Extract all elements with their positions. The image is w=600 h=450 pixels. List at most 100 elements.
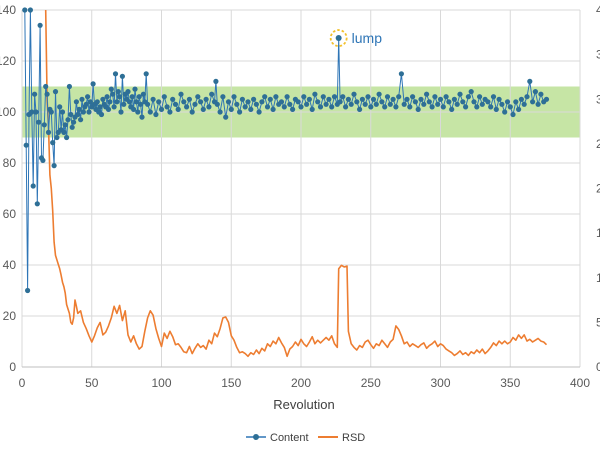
content-point — [117, 94, 123, 100]
content-point — [140, 91, 146, 97]
content-point — [382, 104, 388, 110]
y-tick-label: 0 — [9, 360, 16, 374]
content-point — [189, 109, 195, 115]
content-point — [100, 96, 106, 102]
content-point — [273, 94, 279, 100]
content-point — [357, 106, 363, 112]
content-point — [76, 106, 82, 112]
content-point — [396, 94, 402, 100]
content-point — [323, 101, 329, 107]
content-point — [538, 91, 544, 97]
content-point — [75, 111, 81, 118]
lump-point — [335, 35, 342, 42]
content-point — [253, 101, 259, 107]
content-point — [281, 104, 287, 110]
content-point — [407, 104, 413, 110]
content-point — [45, 129, 52, 135]
content-point — [424, 91, 430, 97]
content-point — [206, 104, 212, 110]
content-point — [398, 71, 404, 77]
content-point — [184, 104, 190, 110]
legend: Content RSD — [246, 432, 365, 444]
content-point — [463, 104, 469, 110]
content-point — [454, 101, 460, 107]
content-point — [348, 101, 354, 107]
content-point — [86, 109, 92, 115]
content-point — [111, 104, 117, 110]
content-point — [167, 109, 173, 115]
x-tick-label: 200 — [291, 376, 311, 390]
y-tick-label: 80 — [3, 156, 17, 170]
content-point — [379, 99, 385, 105]
content-point — [22, 7, 28, 13]
content-point — [98, 111, 105, 118]
y-tick-label: 20 — [3, 309, 17, 323]
content-point — [158, 106, 165, 112]
y-tick-label: 100 — [0, 105, 16, 119]
content-point — [231, 94, 237, 100]
content-point — [68, 111, 74, 118]
content-point — [138, 101, 144, 107]
content-point — [65, 117, 71, 123]
x-axis-title: Revolution — [273, 397, 334, 412]
content-point — [121, 101, 127, 107]
content-point — [298, 104, 304, 110]
content-point — [54, 134, 60, 141]
content-point — [126, 99, 132, 105]
content-point — [368, 104, 374, 110]
content-point — [195, 94, 201, 100]
content-point — [97, 104, 103, 110]
content-point — [90, 81, 96, 87]
content-point — [71, 119, 77, 125]
x-tick-label: 150 — [221, 376, 241, 390]
content-point — [104, 94, 110, 100]
content-point — [78, 117, 84, 123]
content-point — [488, 104, 494, 110]
content-point — [390, 96, 396, 102]
y2-tick-label: 10 — [596, 271, 600, 285]
content-point — [524, 94, 530, 100]
content-point — [34, 201, 40, 207]
content-point — [362, 101, 368, 107]
content-point — [468, 89, 474, 95]
content-point — [429, 104, 435, 110]
content-point — [278, 99, 285, 105]
content-point — [465, 94, 471, 100]
content-point — [284, 94, 290, 100]
content-point — [223, 114, 229, 120]
content-point — [33, 109, 39, 115]
content-point — [41, 122, 47, 128]
content-point — [139, 114, 145, 120]
content-point — [59, 109, 66, 115]
x-tick-label: 400 — [570, 376, 590, 390]
tick-labels: 0501001502002503003504000204060801001201… — [0, 3, 600, 390]
content-point — [178, 91, 184, 97]
content-point — [295, 99, 301, 105]
content-point — [543, 96, 550, 102]
y-tick-label: 60 — [3, 207, 17, 221]
content-point — [248, 106, 254, 112]
content-point — [50, 140, 56, 146]
content-point — [435, 101, 441, 107]
content-point — [108, 86, 114, 92]
content-point — [267, 96, 273, 102]
content-point — [516, 106, 522, 112]
y-tick-label: 140 — [0, 3, 16, 17]
content-point — [125, 89, 131, 95]
legend-rsd-label: RSD — [342, 432, 365, 444]
content-point — [290, 106, 296, 112]
content-point — [44, 91, 50, 97]
content-point — [153, 111, 159, 118]
content-point — [161, 94, 167, 100]
content-point — [214, 101, 220, 107]
rsd-line — [44, 9, 548, 358]
content-point — [499, 101, 505, 107]
rsd-series-layer — [44, 9, 548, 358]
content-point — [410, 94, 416, 100]
content-point — [449, 106, 455, 112]
content-point — [315, 99, 321, 105]
content-point — [115, 89, 121, 95]
content-point — [200, 106, 206, 112]
content-point — [527, 78, 533, 84]
